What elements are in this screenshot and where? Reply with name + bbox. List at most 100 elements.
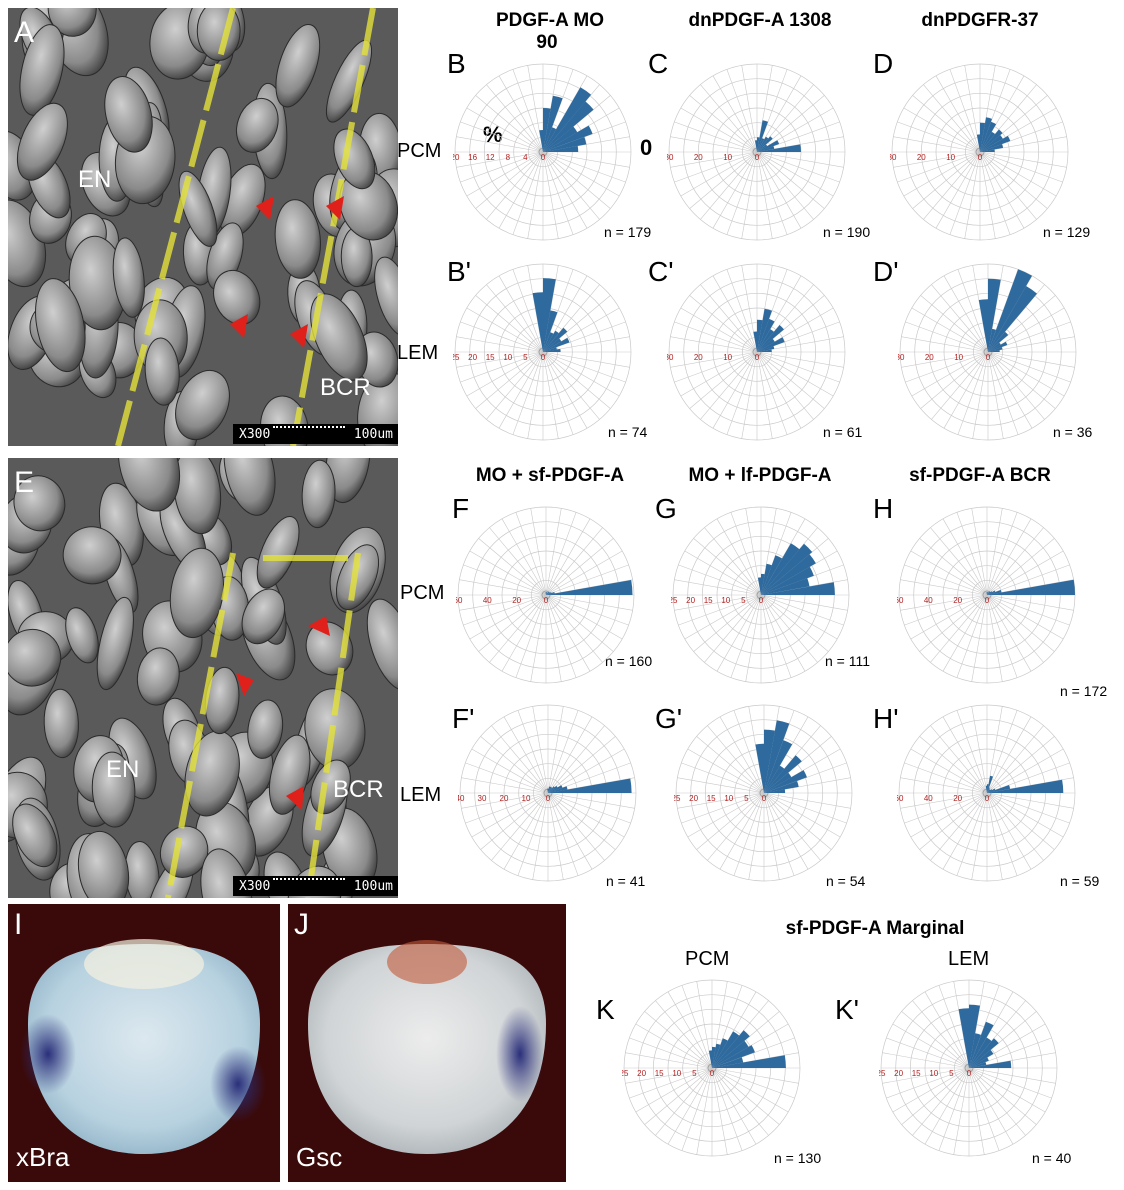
grid-spoke bbox=[919, 736, 988, 794]
cell bbox=[16, 102, 68, 181]
grid-spoke bbox=[886, 1067, 970, 1099]
sample-size-label: n = 111 bbox=[825, 653, 871, 669]
grid-spoke bbox=[938, 1067, 970, 1151]
grid-spoke bbox=[547, 716, 593, 794]
grid-spoke bbox=[674, 151, 758, 183]
grid-spoke bbox=[547, 792, 625, 838]
cell bbox=[112, 237, 145, 318]
grid-spoke bbox=[527, 65, 544, 153]
scale-label: 40 bbox=[924, 794, 933, 803]
grid-spoke bbox=[469, 550, 547, 596]
grid-spoke bbox=[711, 1067, 795, 1099]
grid-spoke bbox=[469, 594, 547, 640]
grid-spoke bbox=[920, 295, 989, 353]
scale-mag: X300 bbox=[239, 426, 271, 442]
rose-petal bbox=[546, 592, 550, 595]
grid-spoke bbox=[512, 69, 544, 153]
cell bbox=[236, 97, 279, 153]
grid-spoke bbox=[491, 792, 549, 861]
rose-petal bbox=[539, 129, 543, 152]
grid-spoke bbox=[545, 594, 614, 652]
rose-petal bbox=[543, 108, 551, 152]
scale-label: 12 bbox=[486, 153, 495, 162]
grid-spoke bbox=[760, 538, 829, 596]
grid-spoke bbox=[986, 550, 1064, 596]
grid-spoke bbox=[756, 151, 814, 220]
grid-spoke bbox=[964, 151, 981, 239]
grid-spoke bbox=[904, 594, 988, 626]
rose-petal bbox=[987, 591, 991, 595]
cell bbox=[47, 8, 97, 37]
scale-label: 10 bbox=[929, 1069, 938, 1078]
grid-spoke bbox=[748, 792, 765, 880]
rose-petal bbox=[712, 1038, 728, 1068]
grid-spoke bbox=[547, 792, 635, 809]
grid-spoke bbox=[741, 351, 758, 439]
grid-spoke bbox=[900, 594, 988, 611]
grid-spoke bbox=[689, 95, 758, 153]
grid-spoke bbox=[456, 151, 544, 168]
sample-size-label: n = 129 bbox=[1043, 224, 1091, 240]
panel-id: D' bbox=[873, 256, 899, 287]
grid-spoke bbox=[756, 151, 788, 235]
grid-spoke bbox=[968, 1067, 1052, 1099]
panel-id: H' bbox=[873, 703, 899, 734]
grid-spoke bbox=[882, 1052, 970, 1069]
rose-plot: 40 30 20 10 0 bbox=[458, 704, 637, 882]
grid-spoke bbox=[912, 1000, 970, 1069]
grid-spoke bbox=[986, 594, 1018, 678]
grid-spoke bbox=[911, 307, 989, 353]
sample-size-label: n = 40 bbox=[1032, 1150, 1072, 1166]
scale-label: 20 bbox=[689, 794, 698, 803]
grid-spoke bbox=[986, 594, 1032, 672]
rose-petal bbox=[548, 787, 553, 793]
scale-label: 10 bbox=[954, 353, 963, 362]
rose-petal bbox=[543, 137, 587, 152]
grid-spoke bbox=[968, 1067, 1014, 1145]
label-en: EN bbox=[78, 166, 112, 193]
rose-plot: 25 20 15 10 5 0 bbox=[622, 979, 801, 1157]
scale-label: 10 bbox=[723, 353, 732, 362]
cell bbox=[43, 688, 79, 759]
rose-petal bbox=[988, 347, 1003, 352]
scale-label: 40 bbox=[458, 794, 465, 803]
grid-spoke bbox=[512, 151, 544, 235]
rose-plot: 25 20 15 10 5 0 bbox=[453, 263, 632, 441]
scale-label: 40 bbox=[483, 596, 492, 605]
grid-spoke bbox=[456, 351, 544, 368]
scale-label: 25 bbox=[671, 596, 678, 605]
grid-spoke bbox=[716, 518, 762, 596]
rose-petal bbox=[712, 1057, 744, 1068]
grid-spoke bbox=[756, 151, 844, 168]
grid-spoke bbox=[756, 351, 840, 383]
grid-spoke bbox=[501, 518, 547, 596]
scale-label: 0 bbox=[546, 794, 551, 803]
grid-spoke bbox=[542, 351, 574, 435]
grid-spoke bbox=[987, 269, 1019, 353]
grid-spoke bbox=[687, 792, 765, 838]
grid-spoke bbox=[680, 351, 758, 397]
scale-label: 10 bbox=[721, 596, 730, 605]
grid-spoke bbox=[892, 1067, 970, 1113]
rose-petal bbox=[546, 592, 555, 595]
grid-spoke bbox=[471, 748, 549, 794]
grid-spoke bbox=[475, 295, 544, 353]
grid-spoke bbox=[711, 1067, 728, 1155]
rose-petal bbox=[980, 122, 986, 152]
grid-spoke bbox=[726, 351, 758, 435]
grid-spoke bbox=[986, 792, 1003, 880]
grid-spoke bbox=[678, 594, 762, 626]
scale-label: 15 bbox=[704, 596, 713, 605]
scale-label: 20 bbox=[694, 153, 703, 162]
label-bcr: BCR bbox=[320, 374, 371, 401]
rose-petal bbox=[987, 789, 991, 793]
grid-spoke bbox=[756, 151, 834, 197]
grid-spoke bbox=[545, 594, 629, 626]
grid-spoke bbox=[530, 508, 547, 596]
grid-spoke bbox=[987, 351, 1065, 397]
scale-label: 0 bbox=[710, 1069, 715, 1078]
grid-spoke bbox=[700, 351, 758, 420]
rose-petal bbox=[546, 580, 633, 595]
grid-spoke bbox=[475, 351, 544, 409]
grid-spoke bbox=[930, 594, 988, 663]
